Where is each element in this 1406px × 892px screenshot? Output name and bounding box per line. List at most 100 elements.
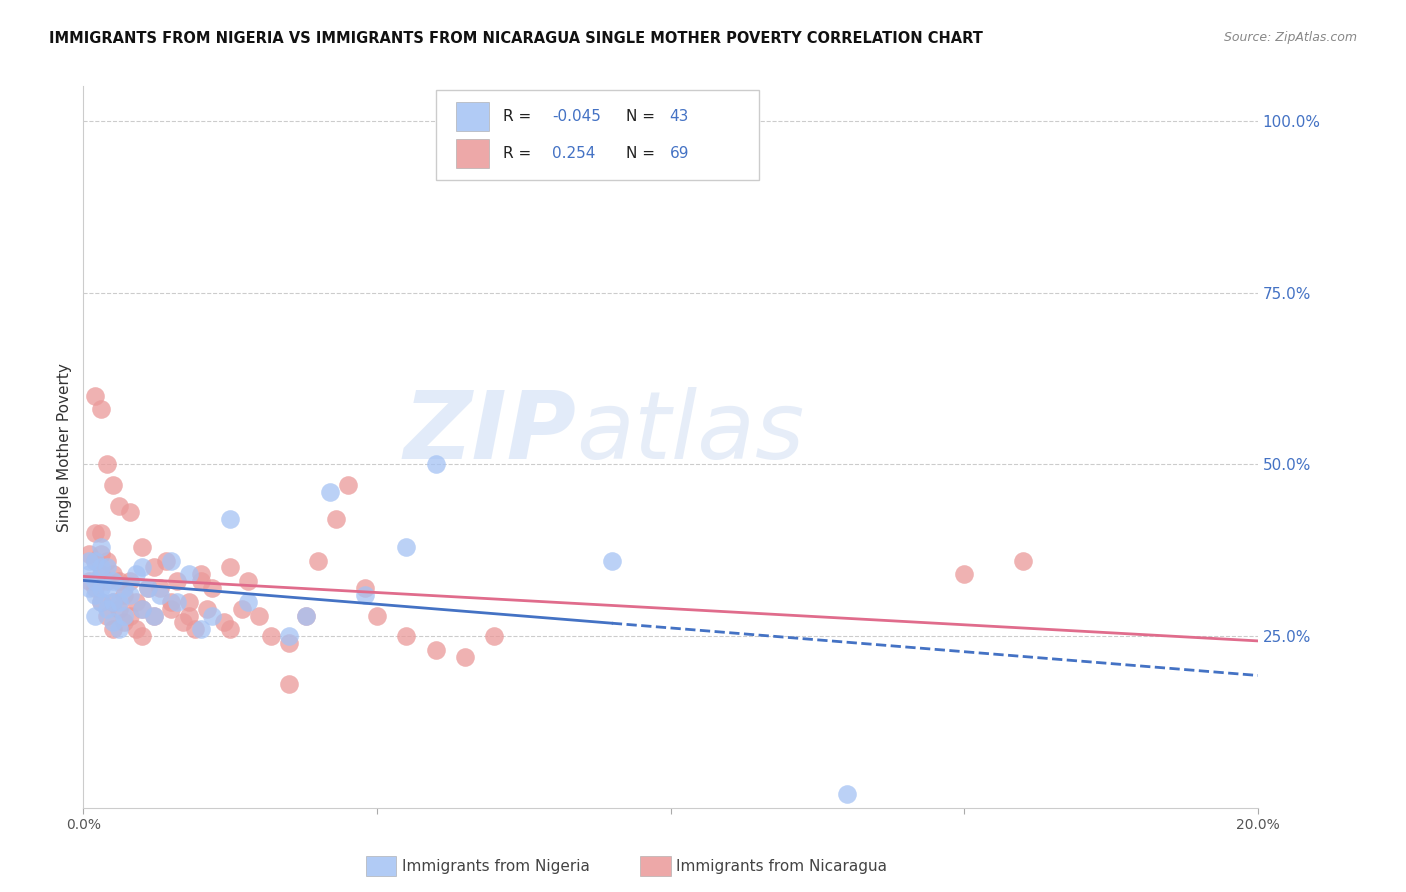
Point [219,560,242,574]
Point [336,478,359,492]
Point [155,553,177,567]
Point [101,478,124,492]
Point [201,581,224,595]
Point [160,595,183,609]
Point [120,506,142,520]
Text: R =: R = [502,110,536,124]
Point [325,512,347,526]
Point [90,540,112,554]
Point [307,553,329,567]
Point [484,629,506,643]
Point [277,636,299,650]
Point [249,608,271,623]
Point [277,629,299,643]
FancyBboxPatch shape [456,139,488,168]
Point [236,595,259,609]
Point [395,629,418,643]
Point [190,567,212,582]
Point [835,787,858,801]
Point [953,567,976,582]
Point [77,574,100,589]
Text: R =: R = [502,145,540,161]
Point [354,581,377,595]
Point [77,553,100,567]
Text: ZIP: ZIP [404,387,576,479]
Y-axis label: Single Mother Poverty: Single Mother Poverty [58,363,72,532]
Point [84,389,107,403]
Point [177,595,200,609]
Text: atlas: atlas [576,387,804,478]
Point [77,547,100,561]
Point [90,526,112,541]
Point [90,547,112,561]
Point [101,595,124,609]
Text: Immigrants from Nigeria: Immigrants from Nigeria [402,859,591,873]
Point [149,581,172,595]
Point [177,608,200,623]
Point [96,581,118,595]
Point [190,574,212,589]
Point [90,595,112,609]
Point [84,574,107,589]
Point [120,588,142,602]
Point [112,588,135,602]
Point [96,608,118,623]
Point [84,588,107,602]
Point [142,608,165,623]
Point [177,567,200,582]
Point [201,608,224,623]
Point [77,567,100,582]
Point [160,553,183,567]
Point [219,512,242,526]
Point [107,499,129,513]
Point [236,574,259,589]
Point [131,560,153,574]
Point [366,608,388,623]
Point [166,595,188,609]
Point [90,595,112,609]
Point [425,458,447,472]
Point [212,615,235,630]
Point [90,581,112,595]
Point [96,458,118,472]
Point [112,608,135,623]
Point [96,553,118,567]
Point [107,622,129,636]
Point [90,560,112,574]
Point [142,560,165,574]
Point [84,526,107,541]
Point [107,574,129,589]
Text: Immigrants from Nicaragua: Immigrants from Nicaragua [676,859,887,873]
Point [96,601,118,615]
Point [131,629,153,643]
Point [96,574,118,589]
Point [136,581,159,595]
Point [454,649,477,664]
Point [600,553,623,567]
FancyBboxPatch shape [456,103,488,131]
Point [395,540,418,554]
Point [231,601,253,615]
Point [125,595,148,609]
Point [125,622,148,636]
Point [120,608,142,623]
Point [101,574,124,589]
Text: N =: N = [626,145,659,161]
Point [77,581,100,595]
Point [107,601,129,615]
Point [90,567,112,582]
Point [96,560,118,574]
Point [84,608,107,623]
Point [131,601,153,615]
Point [1012,553,1035,567]
Point [84,581,107,595]
Point [172,615,194,630]
Point [101,615,124,630]
Point [90,402,112,417]
Point [425,643,447,657]
Point [195,601,218,615]
Point [101,595,124,609]
Point [101,622,124,636]
FancyBboxPatch shape [436,90,759,180]
Text: Source: ZipAtlas.com: Source: ZipAtlas.com [1223,31,1357,45]
